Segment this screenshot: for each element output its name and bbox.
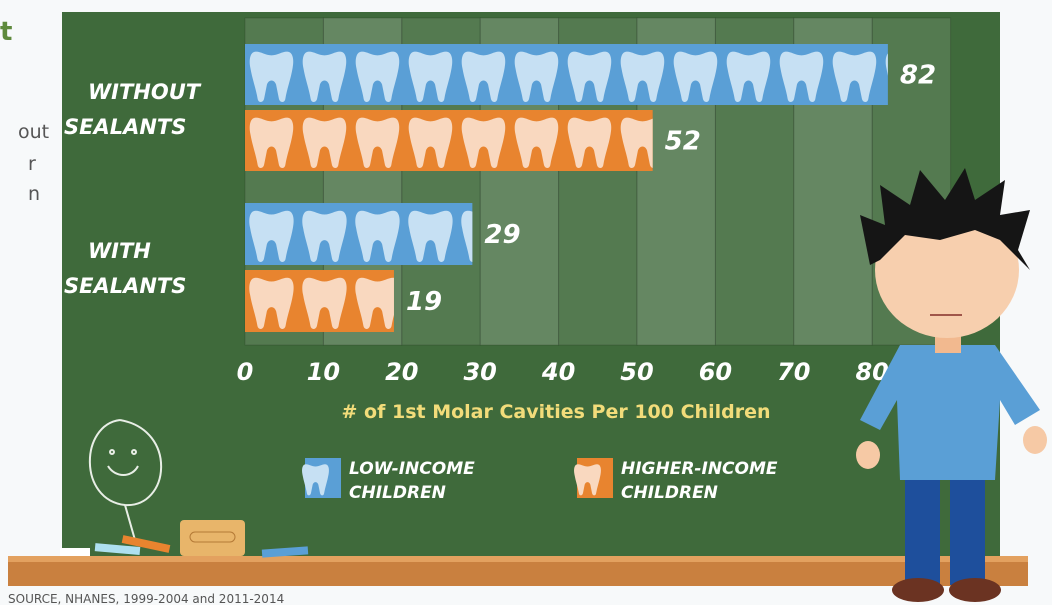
chalk xyxy=(121,535,171,553)
value-label: 52 xyxy=(665,127,701,157)
legend-label-line: LOW-INCOME xyxy=(349,459,475,479)
x-axis-label: # of 1st Molar Cavities Per 100 Children xyxy=(342,401,771,423)
x-tick-label: 60 xyxy=(699,358,732,386)
x-tick-label: 70 xyxy=(777,358,810,386)
legend-label-line: CHILDREN xyxy=(621,483,718,503)
value-label: 19 xyxy=(406,287,442,317)
bar-teeth xyxy=(245,44,888,105)
x-tick-label: 10 xyxy=(307,358,340,386)
x-tick-label: 20 xyxy=(385,358,418,386)
legend-label: LOW-INCOME CHILDREN xyxy=(349,459,475,503)
category-label: WITH SEALANTS xyxy=(64,239,186,298)
shelf-top xyxy=(8,556,1028,562)
legend-tooth xyxy=(569,458,605,498)
intro-title: t xyxy=(0,17,12,47)
source: SOURCE, NHANES, 1999-2004 and 2011-2014 xyxy=(8,592,284,605)
category-label-line: WITH xyxy=(88,239,151,263)
x-tick-label: 40 xyxy=(541,358,575,386)
value-label: 82 xyxy=(900,61,936,91)
bar-teeth xyxy=(245,270,394,332)
category-label-line: SEALANTS xyxy=(64,274,186,298)
category-label-line: SEALANTS xyxy=(64,115,186,139)
intro-line: out xyxy=(18,121,49,143)
legend-label-line: HIGHER-INCOME xyxy=(621,459,778,479)
chalk xyxy=(261,546,309,558)
x-tick-label: 30 xyxy=(463,358,496,386)
chalk xyxy=(94,543,141,555)
legend-icon xyxy=(297,458,333,498)
x-tick-label: 0 xyxy=(237,358,254,386)
value-label: 29 xyxy=(484,220,520,250)
intro-line: n xyxy=(28,183,40,205)
legend-tooth xyxy=(297,458,333,498)
eraser xyxy=(180,520,245,556)
category-label: WITHOUT SEALANTS xyxy=(64,80,202,139)
bar-teeth xyxy=(245,203,473,265)
legend-icon xyxy=(569,458,605,498)
legend-label-line: CHILDREN xyxy=(349,483,446,503)
smiley-doodle xyxy=(88,419,163,541)
eraser-handle xyxy=(189,531,236,543)
intro-line: r xyxy=(28,153,36,175)
legend-label: HIGHER-INCOME CHILDREN xyxy=(621,459,778,503)
bar-teeth xyxy=(245,110,653,171)
boy-character xyxy=(856,168,1047,602)
chalk xyxy=(60,548,90,556)
category-label-line: WITHOUT xyxy=(88,80,202,104)
x-tick-label: 50 xyxy=(620,358,653,386)
